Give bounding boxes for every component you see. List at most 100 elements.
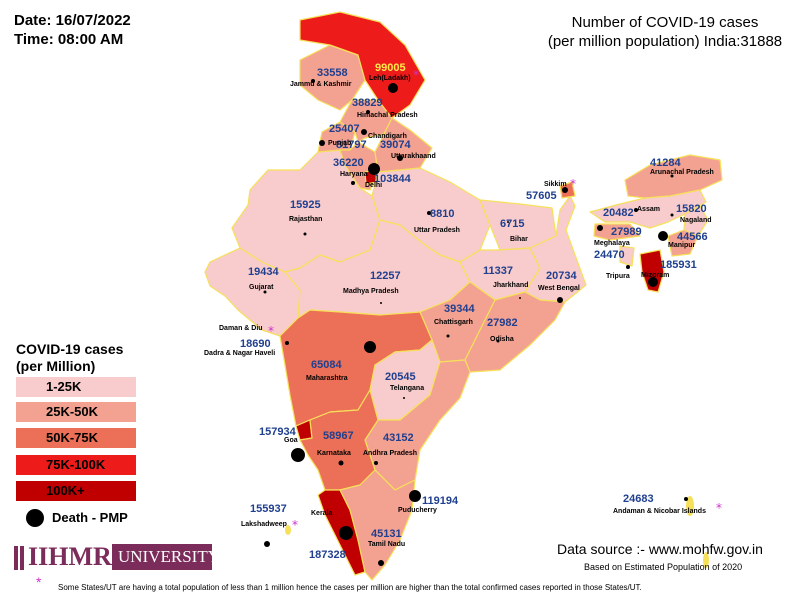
population-note: Based on Estimated Population of 2020 [584, 562, 743, 572]
name-delhi: Delhi [365, 182, 382, 189]
death-marker-ap [374, 461, 378, 465]
legend-label-25k-50k: 25K-50K [46, 404, 99, 419]
value-ap: 43152 [383, 432, 414, 444]
nicobar-islands-shape [703, 552, 709, 568]
name-mizoram: Mizoram [641, 272, 669, 279]
value-maharashtra: 65084 [311, 359, 342, 371]
death-marker-odisha [496, 339, 500, 343]
asterisk-daman: * [268, 324, 274, 338]
value-rajasthan: 15925 [290, 199, 321, 211]
legend-item-50k-75k: 50K-75K [16, 428, 136, 448]
lakshadweep-islands-shape [285, 525, 291, 535]
death-marker-dnh [285, 341, 289, 345]
value-chhattisgarh: 39344 [444, 303, 475, 315]
value-haryana: 36220 [333, 157, 364, 169]
footnote-asterisk-icon: * [36, 574, 42, 590]
death-marker-mizoram [648, 277, 658, 287]
value-tripura: 24470 [594, 249, 625, 261]
name-goa: Goa [284, 437, 298, 444]
name-manipur: Manipur [668, 242, 695, 249]
name-mp: Madhya Pradesh [343, 288, 399, 295]
death-marker-rajasthan [303, 232, 307, 236]
value-mizoram: 185931 [660, 259, 697, 271]
value-jharkhand: 11337 [483, 265, 513, 277]
death-marker-chhattisgarh [446, 334, 450, 338]
legend-title-line2: (per Million) [16, 358, 96, 374]
logo-text: IIHMR [28, 542, 112, 571]
name-lakshadweep: Lakshadweep [241, 521, 287, 528]
name-andaman: Andaman & Nicobar Islands [613, 508, 706, 515]
region-karnataka [299, 389, 379, 491]
value-uttarakhand: 39074 [380, 139, 411, 151]
death-marker-up [427, 211, 431, 215]
andaman-islands-shape [686, 496, 694, 516]
name-up: Uttar Pradesh [414, 227, 460, 234]
region-tripura [619, 245, 635, 267]
name-ap: Andhra Pradesh [363, 450, 417, 457]
asterisk-lakshadweep: * [292, 518, 298, 532]
death-marker-mp [380, 302, 382, 304]
logo-graphic [14, 544, 212, 570]
death-marker-karnataka [338, 460, 344, 466]
name-assam: Assam [637, 206, 660, 213]
death-marker-sikkim [562, 187, 568, 193]
legend-swatch-75k-100k [16, 455, 136, 475]
legend-label-50k-75k: 50K-75K [46, 430, 99, 445]
value-assam: 20482 [603, 207, 634, 219]
name-telangana: Telangana [390, 385, 424, 392]
region-manipur [667, 229, 699, 257]
legend-swatch-100k-plus [16, 481, 136, 501]
name-punjab: Punjab [328, 140, 351, 147]
date-label: Date: 16/07/2022 [14, 12, 131, 29]
legend-swatch-25k-50k [16, 402, 136, 422]
region-gujarat [204, 247, 301, 337]
value-puducherry: 119194 [422, 495, 459, 507]
name-uttarakhand: Uttarakhaand [391, 153, 436, 160]
map-title-line2: (per million population) India:31888 [547, 33, 783, 50]
value-gujarat: 19434 [248, 266, 279, 278]
value-wb: 20734 [546, 270, 577, 282]
death-marker-hp [366, 110, 370, 114]
legend-item-100k-plus: 100K+ [16, 481, 136, 501]
death-marker-maharashtra [364, 341, 376, 353]
value-telangana: 20545 [385, 371, 416, 383]
death-marker-meghalaya [597, 225, 603, 231]
name-gujarat: Gujarat [249, 284, 274, 291]
death-marker-haryana [351, 181, 355, 185]
death-marker-telangana [403, 397, 405, 399]
name-haryana: Haryana [340, 171, 368, 178]
value-mp: 12257 [370, 270, 401, 282]
legend-label-1-25k: 1-25K [46, 379, 82, 394]
value-tn: 45131 [371, 528, 402, 540]
name-karnataka: Karnataka [317, 450, 351, 457]
value-up: 8810 [430, 208, 454, 220]
legend-item-1-25k: 1-25K [16, 377, 136, 397]
death-marker-bihar [507, 221, 509, 223]
name-odisha: Odisha [490, 336, 514, 343]
death-marker-andaman [684, 497, 688, 501]
legend-item-25k-50k: 25K-50K [16, 402, 136, 422]
value-jk: 33558 [317, 67, 348, 79]
name-chhattisgarh: Chattisgarh [434, 319, 473, 326]
region-nagaland [683, 205, 709, 237]
name-nagaland: Nagaland [680, 217, 712, 224]
legend-death-label: Death - PMP [52, 510, 128, 525]
name-jk: Jammu & Kashmir [290, 81, 352, 88]
value-odisha: 27982 [487, 317, 518, 329]
logo-suffix: UNIVERSITY [118, 547, 220, 566]
data-source: Data source :- www.mohfw.gov.in [557, 541, 763, 557]
death-marker-chandigarh [361, 129, 367, 135]
name-puducherry: Puducherry [398, 507, 437, 514]
name-meghalaya: Meghalaya [594, 240, 630, 247]
value-meghalaya: 27989 [611, 226, 642, 238]
death-marker-arunachal [670, 174, 674, 178]
value-dnh: 18690 [240, 338, 271, 350]
name-dnh: Dadra & Nagar Haveli [204, 350, 275, 357]
death-marker-jharkhand [519, 297, 521, 299]
value-kerala: 187328 [309, 549, 346, 561]
value-punjab: 25407 [329, 123, 360, 135]
death-marker-gujarat [263, 290, 267, 294]
death-marker-lakshadweep [264, 541, 270, 547]
death-marker-kerala [339, 526, 353, 540]
value-nagaland: 15820 [676, 203, 707, 215]
